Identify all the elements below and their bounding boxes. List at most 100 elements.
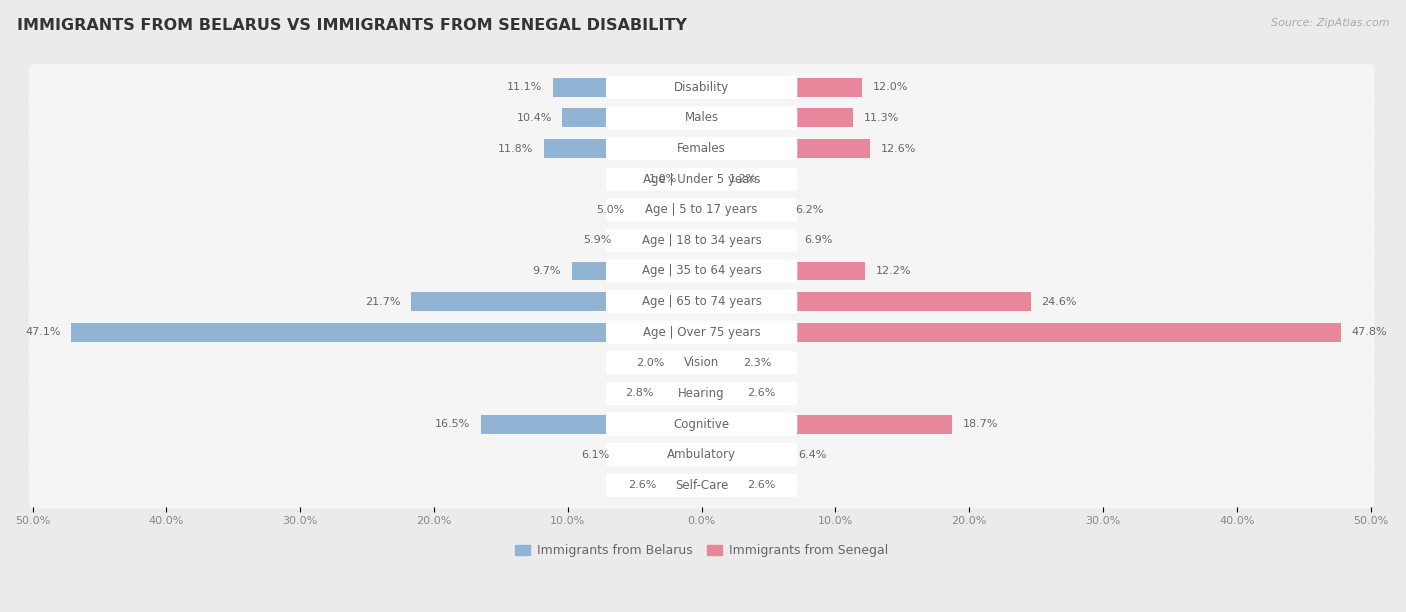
Text: Cognitive: Cognitive <box>673 417 730 430</box>
FancyBboxPatch shape <box>28 309 1375 356</box>
Text: Age | Over 75 years: Age | Over 75 years <box>643 326 761 338</box>
Text: 2.3%: 2.3% <box>744 358 772 368</box>
Bar <box>702 78 862 97</box>
Bar <box>572 261 702 280</box>
Bar <box>620 445 702 464</box>
Text: 6.2%: 6.2% <box>796 205 824 215</box>
Text: 12.0%: 12.0% <box>873 83 908 92</box>
Text: 11.3%: 11.3% <box>863 113 898 123</box>
FancyBboxPatch shape <box>606 443 797 466</box>
Text: 11.1%: 11.1% <box>508 83 543 92</box>
FancyBboxPatch shape <box>606 106 797 130</box>
FancyBboxPatch shape <box>606 198 797 222</box>
Bar <box>623 231 702 250</box>
Text: 11.8%: 11.8% <box>498 144 533 154</box>
Bar <box>481 414 702 433</box>
Text: 2.6%: 2.6% <box>747 389 776 398</box>
Text: Males: Males <box>685 111 718 124</box>
Text: 12.6%: 12.6% <box>882 144 917 154</box>
Bar <box>562 108 702 127</box>
Text: Ambulatory: Ambulatory <box>666 448 737 461</box>
Bar <box>702 231 794 250</box>
Bar <box>702 353 733 372</box>
Text: 12.2%: 12.2% <box>876 266 911 276</box>
FancyBboxPatch shape <box>28 217 1375 264</box>
FancyBboxPatch shape <box>606 321 797 344</box>
FancyBboxPatch shape <box>28 95 1375 141</box>
Bar <box>702 476 737 494</box>
FancyBboxPatch shape <box>606 259 797 283</box>
Text: Source: ZipAtlas.com: Source: ZipAtlas.com <box>1271 18 1389 28</box>
Bar <box>702 200 785 219</box>
FancyBboxPatch shape <box>28 64 1375 111</box>
Text: 10.4%: 10.4% <box>516 113 551 123</box>
Text: 5.9%: 5.9% <box>583 236 612 245</box>
Text: Hearing: Hearing <box>678 387 725 400</box>
Bar <box>666 476 702 494</box>
Text: 9.7%: 9.7% <box>533 266 561 276</box>
Text: Vision: Vision <box>683 356 720 369</box>
FancyBboxPatch shape <box>28 370 1375 417</box>
FancyBboxPatch shape <box>606 351 797 375</box>
Bar <box>702 384 737 403</box>
FancyBboxPatch shape <box>28 340 1375 386</box>
Bar <box>702 139 870 158</box>
Bar <box>702 323 1341 341</box>
Bar <box>702 170 717 188</box>
Text: 47.1%: 47.1% <box>25 327 60 337</box>
FancyBboxPatch shape <box>606 137 797 160</box>
Text: Age | 5 to 17 years: Age | 5 to 17 years <box>645 203 758 216</box>
Text: 2.6%: 2.6% <box>747 480 776 490</box>
FancyBboxPatch shape <box>606 412 797 436</box>
Bar <box>412 292 702 311</box>
Bar <box>675 353 702 372</box>
FancyBboxPatch shape <box>606 76 797 99</box>
Bar <box>702 445 787 464</box>
FancyBboxPatch shape <box>606 382 797 405</box>
Text: 21.7%: 21.7% <box>366 297 401 307</box>
Bar <box>664 384 702 403</box>
Text: 2.8%: 2.8% <box>624 389 654 398</box>
FancyBboxPatch shape <box>28 156 1375 203</box>
Bar <box>702 414 952 433</box>
Bar <box>702 108 853 127</box>
Text: 1.0%: 1.0% <box>650 174 678 184</box>
Text: Age | Under 5 years: Age | Under 5 years <box>643 173 761 185</box>
FancyBboxPatch shape <box>606 290 797 313</box>
Bar <box>689 170 702 188</box>
Text: 2.6%: 2.6% <box>627 480 657 490</box>
FancyBboxPatch shape <box>28 125 1375 172</box>
Legend: Immigrants from Belarus, Immigrants from Senegal: Immigrants from Belarus, Immigrants from… <box>510 539 893 562</box>
Text: Females: Females <box>678 142 725 155</box>
FancyBboxPatch shape <box>606 168 797 191</box>
Text: 1.2%: 1.2% <box>728 174 756 184</box>
Text: IMMIGRANTS FROM BELARUS VS IMMIGRANTS FROM SENEGAL DISABILITY: IMMIGRANTS FROM BELARUS VS IMMIGRANTS FR… <box>17 18 686 34</box>
Bar <box>634 200 702 219</box>
FancyBboxPatch shape <box>28 187 1375 233</box>
Text: 5.0%: 5.0% <box>596 205 624 215</box>
Text: 18.7%: 18.7% <box>963 419 998 429</box>
Text: Age | 65 to 74 years: Age | 65 to 74 years <box>641 295 762 308</box>
Text: Age | 18 to 34 years: Age | 18 to 34 years <box>641 234 762 247</box>
FancyBboxPatch shape <box>606 229 797 252</box>
Text: 2.0%: 2.0% <box>636 358 664 368</box>
Text: 24.6%: 24.6% <box>1042 297 1077 307</box>
Text: 6.1%: 6.1% <box>581 450 609 460</box>
FancyBboxPatch shape <box>28 278 1375 325</box>
Text: 6.4%: 6.4% <box>799 450 827 460</box>
Bar <box>544 139 702 158</box>
Text: 6.9%: 6.9% <box>804 236 832 245</box>
Text: Self-Care: Self-Care <box>675 479 728 492</box>
FancyBboxPatch shape <box>28 431 1375 478</box>
FancyBboxPatch shape <box>28 462 1375 509</box>
Bar <box>72 323 702 341</box>
FancyBboxPatch shape <box>606 474 797 497</box>
Bar <box>702 292 1031 311</box>
Text: 47.8%: 47.8% <box>1353 327 1388 337</box>
FancyBboxPatch shape <box>28 401 1375 447</box>
Text: Age | 35 to 64 years: Age | 35 to 64 years <box>641 264 762 277</box>
Text: Disability: Disability <box>673 81 730 94</box>
Text: 16.5%: 16.5% <box>434 419 470 429</box>
Bar <box>702 261 865 280</box>
Bar <box>553 78 702 97</box>
